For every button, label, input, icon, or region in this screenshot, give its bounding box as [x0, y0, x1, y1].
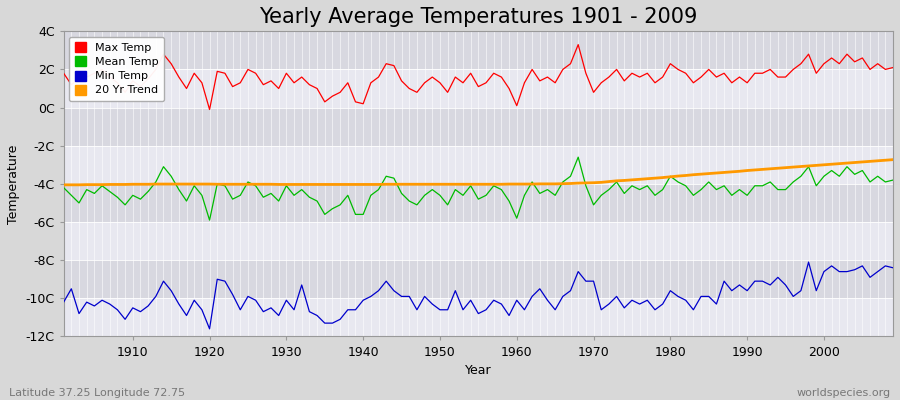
Mean Temp [204, 218, 215, 222]
Bar [64, 222, 893, 260]
Min Temp [342, 307, 353, 312]
Bar [64, 70, 893, 108]
Mean Temp [120, 202, 130, 207]
Mean Temp [572, 155, 583, 160]
Line: 20 Yr Trend: 20 Yr Trend [64, 160, 893, 185]
Max Temp [511, 103, 522, 108]
Mean Temp [519, 193, 530, 198]
Bar [64, 260, 893, 298]
Title: Yearly Average Temperatures 1901 - 2009: Yearly Average Temperatures 1901 - 2009 [259, 7, 698, 27]
Mean Temp [58, 185, 69, 190]
20 Yr Trend [289, 182, 300, 187]
Mean Temp [887, 178, 898, 182]
20 Yr Trend [335, 182, 346, 187]
20 Yr Trend [504, 182, 515, 186]
Max Temp [58, 71, 69, 76]
Legend: Max Temp, Mean Temp, Min Temp, 20 Yr Trend: Max Temp, Mean Temp, Min Temp, 20 Yr Tre… [69, 37, 164, 101]
Bar [64, 146, 893, 184]
Mean Temp [511, 216, 522, 221]
Max Temp [519, 80, 530, 85]
Text: worldspecies.org: worldspecies.org [796, 388, 891, 398]
Mean Temp [342, 193, 353, 198]
Line: Mean Temp: Mean Temp [64, 157, 893, 220]
Max Temp [342, 80, 353, 85]
X-axis label: Year: Year [465, 364, 491, 377]
Max Temp [572, 42, 583, 47]
Line: Max Temp: Max Temp [64, 45, 893, 110]
Bar [64, 184, 893, 222]
Min Temp [58, 300, 69, 304]
Text: Latitude 37.25 Longitude 72.75: Latitude 37.25 Longitude 72.75 [9, 388, 185, 398]
Min Temp [296, 282, 307, 287]
20 Yr Trend [511, 182, 522, 186]
Mean Temp [619, 191, 630, 196]
Bar [64, 298, 893, 336]
20 Yr Trend [120, 182, 130, 187]
Bar [64, 108, 893, 146]
Mean Temp [296, 187, 307, 192]
Max Temp [120, 90, 130, 95]
Y-axis label: Temperature: Temperature [7, 144, 20, 224]
Min Temp [887, 266, 898, 270]
Max Temp [887, 65, 898, 70]
Min Temp [803, 260, 814, 264]
20 Yr Trend [604, 179, 615, 184]
Min Temp [519, 307, 530, 312]
Min Temp [511, 298, 522, 303]
Min Temp [120, 317, 130, 322]
Max Temp [204, 107, 215, 112]
Bar [64, 31, 893, 70]
Min Temp [204, 326, 215, 331]
Line: Min Temp: Min Temp [64, 262, 893, 329]
20 Yr Trend [58, 182, 69, 187]
Max Temp [619, 78, 630, 83]
Max Temp [296, 75, 307, 80]
Min Temp [611, 294, 622, 299]
20 Yr Trend [887, 157, 898, 162]
